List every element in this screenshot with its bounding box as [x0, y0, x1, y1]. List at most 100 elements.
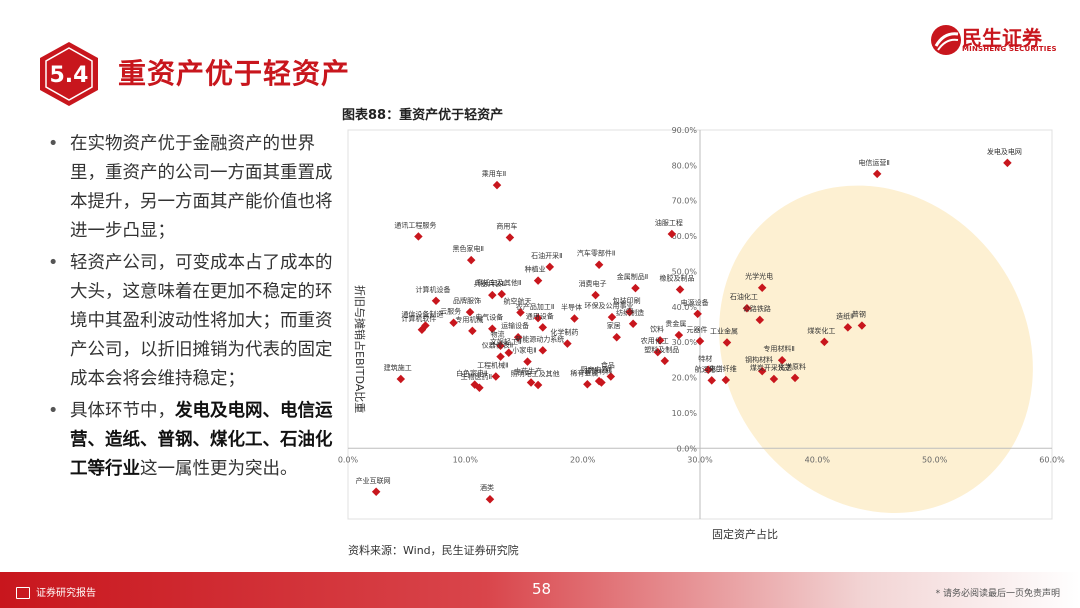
- bullet-text: 具体环节中，: [70, 401, 175, 421]
- data-point: [570, 314, 579, 323]
- data-label: 化学制药: [550, 328, 578, 337]
- data-label: 电气设备: [475, 313, 503, 322]
- y-axis-label: 折旧与摊销占EBITDA比重: [353, 285, 367, 413]
- data-label: 稀有金属: [570, 368, 598, 377]
- data-label: 汽车零部件Ⅱ: [577, 249, 615, 258]
- data-label: 装饰材料: [584, 366, 612, 375]
- data-label: 石油开采Ⅱ: [531, 251, 562, 260]
- data-point: [655, 336, 665, 345]
- x-tick-label: 40.0%: [805, 455, 831, 464]
- data-label: 商用车: [496, 222, 517, 231]
- page-title: 重资产优于轻资产: [118, 57, 351, 90]
- data-point: [777, 355, 787, 365]
- logo-text-en: MINSHENG SECURITIES: [962, 45, 1057, 53]
- data-point: [396, 374, 406, 384]
- data-label: 乘用车Ⅱ: [482, 169, 506, 178]
- data-label: 生物医药Ⅱ: [461, 372, 492, 381]
- data-point: [504, 348, 513, 358]
- data-point: [820, 337, 829, 347]
- data-point: [607, 312, 617, 322]
- data-point: [538, 346, 548, 355]
- data-point: [496, 352, 505, 361]
- footer: 证券研究报告 58 * 请务必阅读最后一页免责声明: [0, 572, 1080, 608]
- data-point: [722, 338, 732, 347]
- data-point: [485, 494, 495, 504]
- data-label: 工业金属: [710, 327, 738, 336]
- data-point: [449, 318, 458, 327]
- data-point: [667, 229, 677, 239]
- data-point: [703, 365, 713, 375]
- data-label: 消费电子: [579, 279, 607, 288]
- data-point: [526, 378, 536, 387]
- data-point: [533, 313, 543, 323]
- data-label: 化学原料: [778, 362, 806, 371]
- data-point: [625, 307, 634, 317]
- data-point: [1003, 158, 1012, 168]
- data-label: 农产品加工Ⅱ: [516, 302, 554, 311]
- data-point: [707, 376, 716, 385]
- data-label: 光学光电: [745, 272, 773, 281]
- data-point: [591, 290, 600, 300]
- data-label: 化学纤维: [709, 364, 737, 373]
- y-tick-label: 60.0%: [672, 232, 698, 241]
- data-point: [475, 383, 484, 393]
- data-label: 酒类: [480, 483, 494, 492]
- y-tick-label: 30.0%: [672, 338, 698, 347]
- data-label: 白色家电Ⅱ: [456, 369, 487, 378]
- y-tick-label: 40.0%: [672, 303, 698, 312]
- data-point: [757, 366, 767, 376]
- data-label: 通讯工程服务: [394, 220, 436, 229]
- data-label: 特材: [698, 354, 712, 363]
- data-label: 钢构材料: [745, 355, 773, 364]
- data-point: [597, 378, 606, 387]
- bullet-text: 轻资产公司，可变成本占了成本的大头，这意味着在更加不稳定的环境中其盈利波动性将加…: [70, 253, 333, 389]
- data-point: [628, 319, 638, 329]
- x-tick-label: 60.0%: [1039, 455, 1065, 464]
- y-tick-label: 0.0%: [677, 444, 698, 453]
- data-point: [843, 323, 853, 332]
- data-label: 工程机械Ⅱ: [477, 360, 508, 369]
- page-number: 58: [532, 580, 552, 598]
- data-label: 煤炭开采洗选: [750, 363, 792, 372]
- data-point: [606, 372, 616, 381]
- data-label: 煤炭化工: [807, 326, 835, 335]
- data-point: [563, 339, 572, 348]
- data-point: [468, 326, 477, 336]
- data-label: 运输设备: [501, 321, 529, 330]
- bullet-text: 在实物资产优于金融资产的世界里，重资产的公司一方面其重置成本提升，另一方面其产能…: [70, 134, 333, 241]
- data-point: [660, 356, 670, 366]
- data-point: [371, 487, 381, 497]
- y-tick-label: 70.0%: [672, 197, 698, 206]
- data-label: 通信设备制造: [401, 310, 443, 319]
- data-label: 橡胶及制品: [660, 273, 695, 282]
- data-label: 计算机设备: [416, 285, 451, 294]
- book-icon: [16, 587, 30, 599]
- data-label: 计算机软件: [401, 314, 436, 323]
- data-label: 半导体: [561, 302, 582, 311]
- data-label: 品牌服饰: [453, 296, 481, 305]
- data-point: [491, 372, 501, 381]
- data-label: 元器件: [687, 325, 708, 334]
- bullet-text: 这一属性更为突出。: [140, 459, 298, 479]
- disclaimer: * 请务必阅读最后一页免责声明: [935, 589, 1060, 599]
- data-point: [496, 341, 505, 350]
- data-label: 电信运营Ⅱ: [858, 158, 889, 167]
- report-label: 证券研究报告: [16, 584, 96, 599]
- data-point: [488, 324, 497, 333]
- y-tick-label: 10.0%: [672, 409, 698, 418]
- data-label: 物流: [491, 330, 505, 339]
- data-label: 环保及公用事业: [585, 301, 634, 310]
- data-label: 摩托车及其他Ⅱ: [476, 278, 521, 287]
- data-label: 贵金属: [665, 319, 686, 328]
- data-point: [757, 283, 767, 292]
- highlight-ellipse: [719, 185, 1033, 513]
- data-point: [497, 289, 506, 299]
- data-label: 产业互联网: [356, 476, 391, 485]
- data-label: 普钢: [852, 310, 866, 319]
- logo-text-cn: 民生证券: [962, 26, 1042, 50]
- data-label: 公路铁路: [743, 304, 771, 313]
- bullet-item: 轻资产公司，可变成本占了成本的大头，这意味着在更加不稳定的环境中其盈利波动性将加…: [48, 249, 333, 394]
- data-label: 包装印刷: [613, 296, 641, 305]
- data-label: 建筑施工: [384, 363, 412, 372]
- data-point: [790, 373, 800, 383]
